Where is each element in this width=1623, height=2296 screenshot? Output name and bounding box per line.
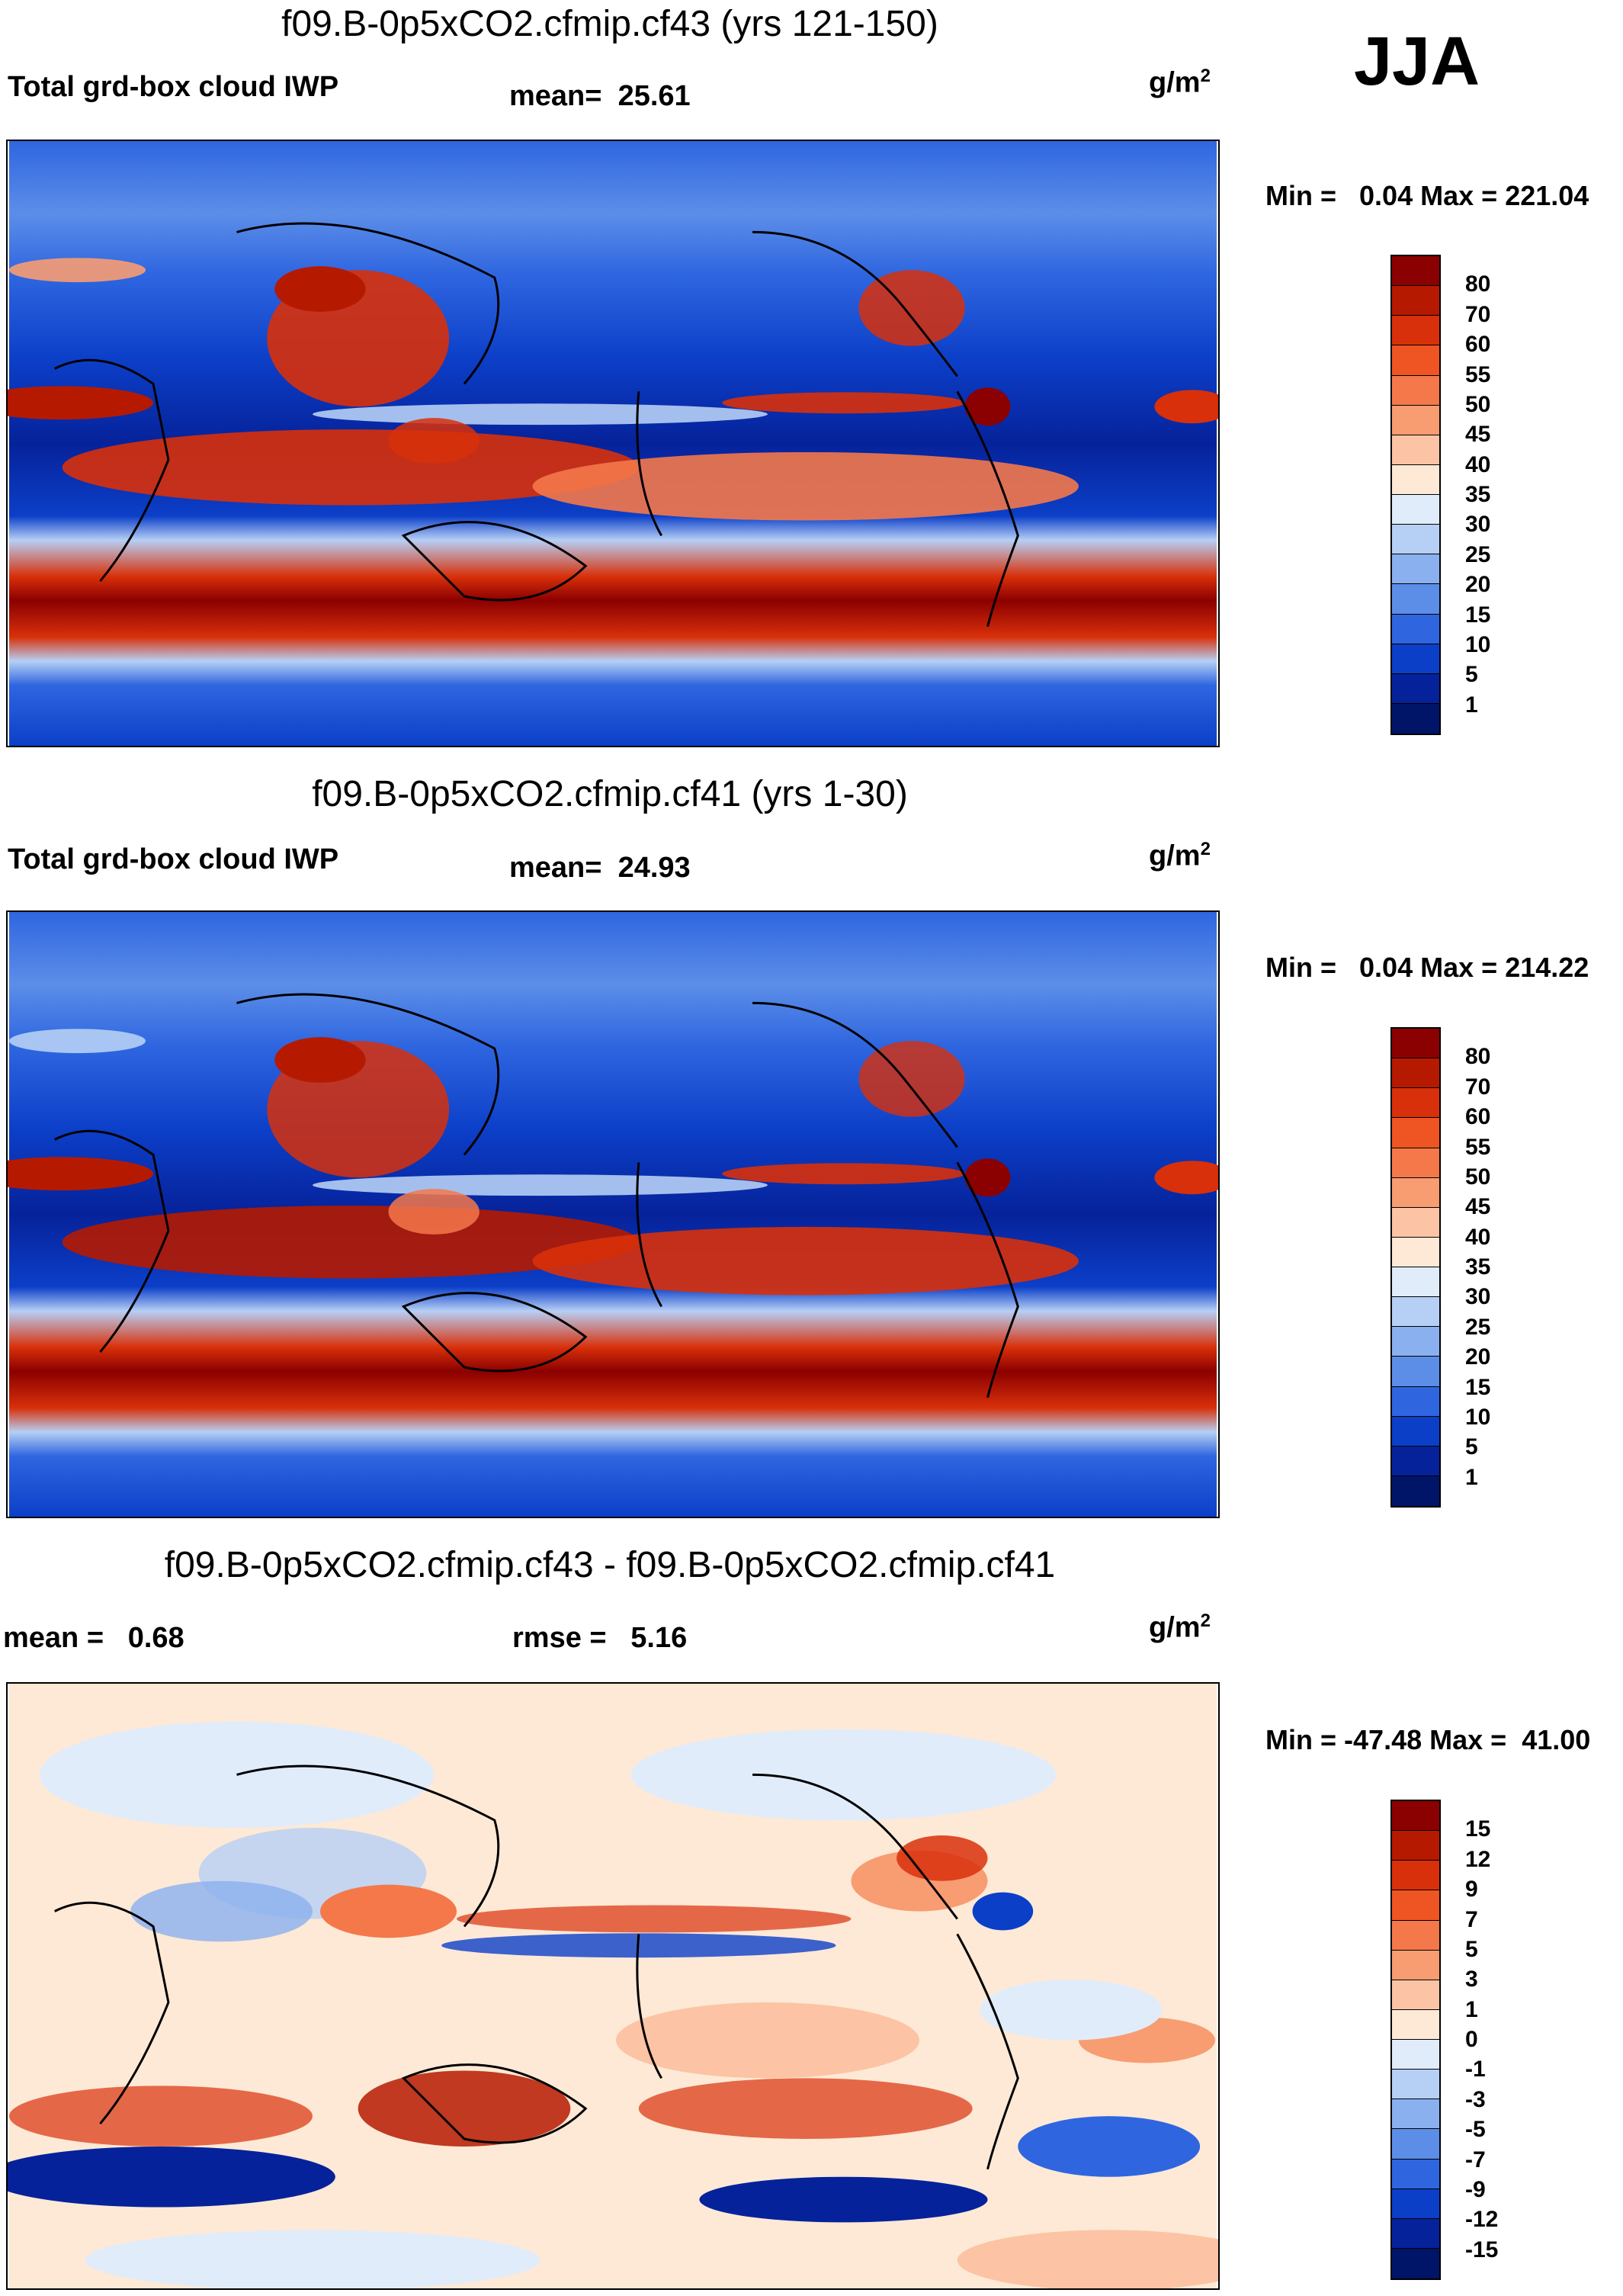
panel-2-variable-label: Total grd-box cloud IWP (8, 843, 339, 875)
colorbar-tick-label: 70 (1465, 301, 1491, 327)
colorbar-tick-label: 5 (1465, 1434, 1478, 1460)
colorbar-tick-label: 1 (1465, 1464, 1478, 1490)
colorbar-tick-label: 30 (1465, 1284, 1491, 1310)
colorbar-tick-label: 5 (1465, 662, 1478, 688)
panel-3-mean: mean = 0.68 (3, 1622, 184, 1654)
colorbar-tick-label: 1 (1465, 692, 1478, 718)
colorbar-tick-label: 5 (1465, 1936, 1478, 1962)
season-label: JJA (1354, 24, 1480, 100)
panel-3-min-max: Min = -47.48 Max = 41.00 (1265, 1724, 1591, 1755)
colorbar-tick-label: -7 (1465, 2147, 1486, 2172)
colorbar-tick-label: 15 (1465, 1374, 1491, 1400)
panel-1-units: g/m2 (1149, 66, 1211, 99)
colorbar-tick-label: 50 (1465, 391, 1491, 417)
colorbar-tick-label: 60 (1465, 332, 1491, 358)
panel-3-map (6, 1682, 1220, 2290)
panel-2-title: f09.B-0p5xCO2.cfmip.cf41 (yrs 1-30) (312, 774, 908, 814)
colorbar-tick-label: -9 (1465, 2176, 1486, 2202)
colorbar-tick-label: 80 (1465, 1044, 1491, 1070)
colorbar-tick-label: -1 (1465, 2057, 1486, 2082)
colorbar-tick-label: 35 (1465, 1254, 1491, 1280)
colorbar-tick-label: 70 (1465, 1074, 1491, 1100)
panel-1-map (6, 140, 1220, 747)
panel-3-title: f09.B-0p5xCO2.cfmip.cf43 - f09.B-0p5xCO2… (164, 1545, 1056, 1585)
colorbar-tick-label: 40 (1465, 451, 1491, 477)
colorbar-tick-label: 45 (1465, 1194, 1491, 1220)
colorbar-tick-label: 50 (1465, 1164, 1491, 1190)
panel-1-variable-label: Total grd-box cloud IWP (8, 71, 339, 103)
colorbar-tick-label: 80 (1465, 271, 1491, 297)
colorbar-tick-label: 45 (1465, 422, 1491, 448)
colorbar-tick-label: 55 (1465, 361, 1491, 387)
panel-1-min-max: Min = 0.04 Max = 221.04 (1265, 180, 1589, 211)
panel-3-rmse: rmse = 5.16 (512, 1622, 688, 1654)
colorbar-tick-label: -3 (1465, 2086, 1486, 2112)
colorbar-tick-label: 30 (1465, 512, 1491, 538)
colorbar-tick-label: -5 (1465, 2117, 1486, 2143)
colorbar-tick-label: 40 (1465, 1224, 1491, 1250)
panel-2-units: g/m2 (1149, 839, 1211, 872)
panel-1-title: f09.B-0p5xCO2.cfmip.cf43 (yrs 121-150) (281, 4, 938, 44)
colorbar-tick-label: 25 (1465, 1314, 1491, 1340)
colorbar-tick-label: 0 (1465, 2027, 1478, 2052)
panel-2-colorbar (1390, 1027, 1441, 1508)
panel-2-min-max: Min = 0.04 Max = 214.22 (1265, 952, 1589, 983)
colorbar-tick-label: 15 (1465, 1816, 1491, 1842)
colorbar-tick-label: 7 (1465, 1906, 1478, 1932)
colorbar-tick-label: 35 (1465, 482, 1491, 507)
colorbar-tick-label: 20 (1465, 572, 1491, 598)
panel-1-mean: mean= 25.61 (509, 80, 691, 112)
panel-3-colorbar (1390, 1800, 1441, 2280)
panel-1-colorbar (1390, 255, 1441, 735)
colorbar-tick-label: 15 (1465, 602, 1491, 628)
colorbar-tick-label: 12 (1465, 1846, 1491, 1872)
colorbar-tick-label: 20 (1465, 1344, 1491, 1370)
colorbar-tick-label: 9 (1465, 1877, 1478, 1903)
colorbar-tick-label: 10 (1465, 631, 1491, 657)
colorbar-tick-label: 25 (1465, 541, 1491, 567)
colorbar-tick-label: 10 (1465, 1404, 1491, 1430)
colorbar-tick-label: 60 (1465, 1104, 1491, 1130)
colorbar-tick-label: -12 (1465, 2207, 1499, 2233)
panel-2-mean: mean= 24.93 (509, 852, 691, 884)
colorbar-tick-label: 3 (1465, 1967, 1478, 1993)
colorbar-tick-label: -15 (1465, 2237, 1499, 2262)
panel-3-units: g/m2 (1149, 1610, 1211, 1644)
colorbar-tick-label: 1 (1465, 1996, 1478, 2022)
panel-2-map (6, 910, 1220, 1518)
colorbar-tick-label: 55 (1465, 1134, 1491, 1160)
